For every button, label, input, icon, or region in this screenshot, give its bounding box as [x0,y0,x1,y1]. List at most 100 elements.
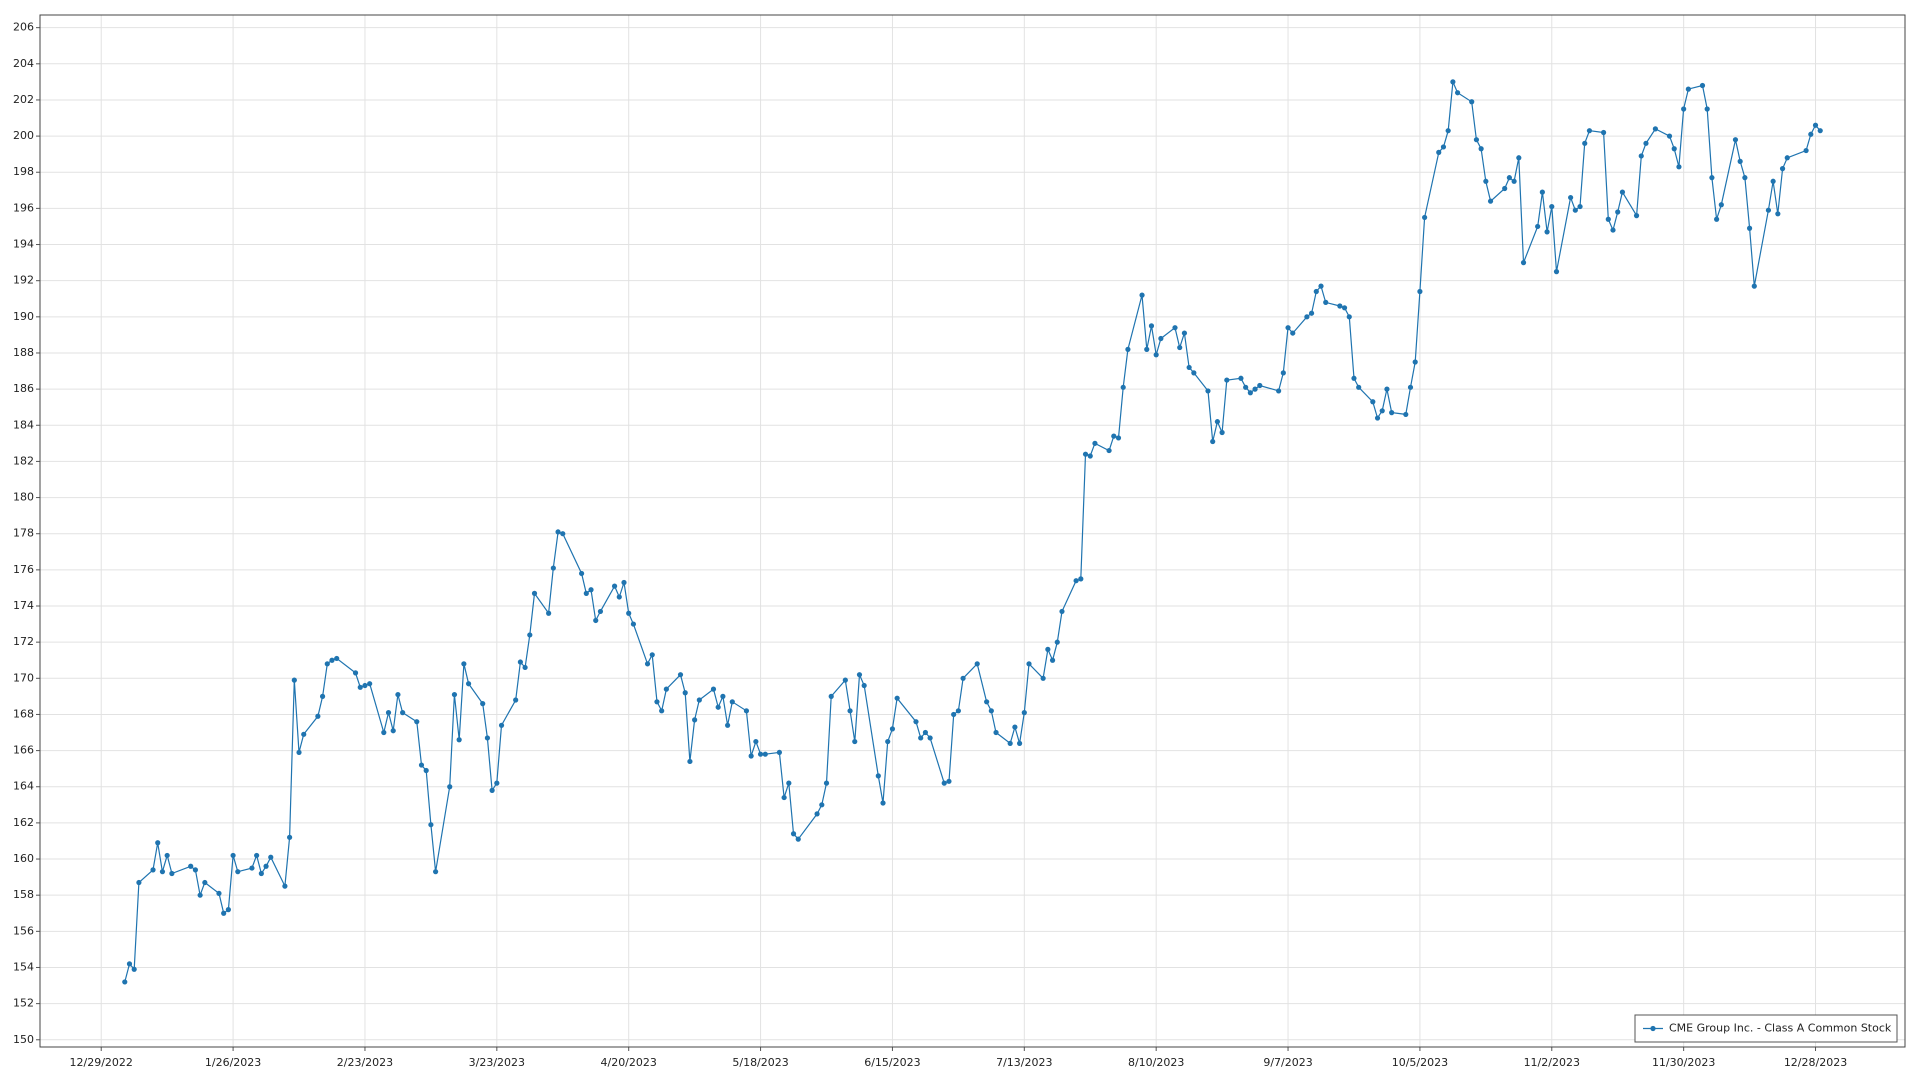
y-tick-label: 200 [13,129,34,142]
point [856,672,863,678]
point [136,879,142,886]
y-tick-label: 188 [13,346,34,359]
point [1224,377,1230,383]
point [1487,198,1494,204]
point [122,979,128,985]
x-tick-label: 12/29/2022 [70,1056,133,1069]
point [1016,740,1023,746]
point [1181,330,1188,336]
point [1422,214,1428,221]
point [428,822,434,828]
point [357,684,363,690]
point [993,729,999,736]
point [1370,399,1376,405]
point [781,794,787,801]
x-tick-label: 8/10/2023 [1128,1056,1184,1069]
y-tick-label: 154 [13,960,34,973]
point [550,565,556,571]
point [955,708,961,714]
point [324,661,330,667]
point [1257,382,1263,389]
plot-frame [39,14,1906,1048]
point [579,570,585,577]
point [517,659,523,665]
point [687,758,693,765]
point [1323,299,1329,305]
y-tick-label: 172 [13,635,34,648]
point [1111,433,1117,439]
point [1709,175,1715,181]
y-tick-label: 164 [13,780,34,793]
point [395,691,401,698]
point [1125,346,1131,352]
point [423,767,429,774]
point [287,834,293,840]
point [1346,314,1352,320]
point [319,693,326,699]
point [753,738,759,745]
point [1775,211,1781,217]
point [1290,330,1296,336]
point [616,594,622,600]
point [1191,370,1197,376]
y-tick-label: 196 [13,201,34,214]
point [494,780,500,786]
point [1473,137,1480,143]
point [1186,364,1192,371]
point [249,865,255,871]
point [254,852,260,859]
point [715,704,721,710]
point [235,869,241,875]
point [1214,419,1220,425]
point [131,966,137,972]
point [1389,410,1395,416]
y-tick-label: 162 [13,816,34,829]
point [1685,86,1691,92]
point [1285,325,1291,331]
point [1516,155,1522,161]
point [1817,128,1823,134]
point [1374,415,1381,421]
x-tick-label: 1/26/2023 [205,1056,261,1069]
point [1568,194,1574,201]
point [1511,178,1517,184]
x-tick-label: 5/18/2023 [732,1056,788,1069]
x-tick-label: 2/23/2023 [337,1056,393,1069]
point [1737,158,1743,164]
point [1144,346,1150,352]
point [861,682,867,689]
point [842,677,848,683]
point [155,840,161,846]
point [743,708,750,714]
point [1502,185,1508,192]
point [1718,202,1724,208]
y-tick-label: 190 [13,310,34,323]
point [786,780,792,786]
y-tick-label: 166 [13,744,34,757]
point [710,686,717,692]
point [1115,435,1122,441]
point [828,693,834,699]
point [230,852,236,859]
point [819,802,825,808]
point [1205,388,1211,394]
point [1243,384,1249,390]
point [1765,207,1772,213]
point [164,852,170,859]
legend-label: CME Group Inc. - Class A Common Stock [1669,1022,1892,1035]
point [1577,203,1583,210]
point [1007,740,1013,746]
point [988,708,994,714]
point [1082,451,1089,457]
y-tick-label: 192 [13,274,34,287]
point [291,677,297,683]
point [611,583,618,589]
point [315,713,321,719]
point [1308,310,1315,316]
point [1714,216,1720,222]
point [258,870,264,877]
point [1808,131,1814,137]
point [1666,133,1673,139]
